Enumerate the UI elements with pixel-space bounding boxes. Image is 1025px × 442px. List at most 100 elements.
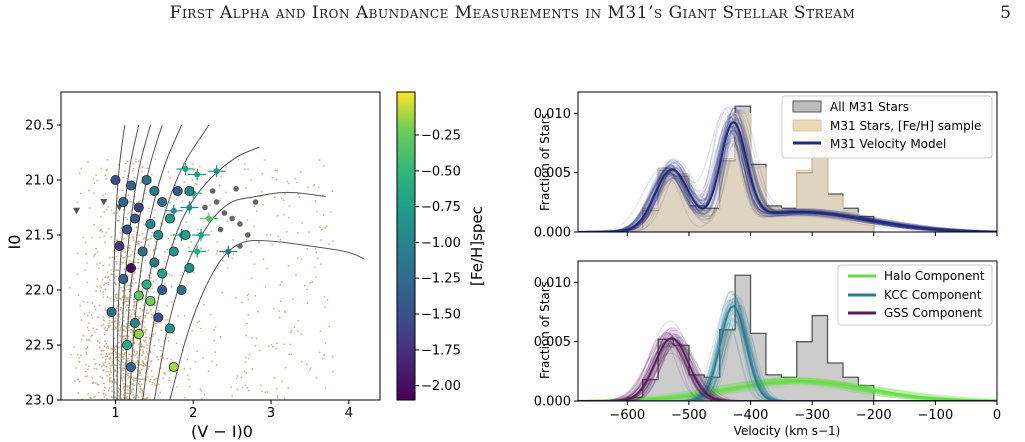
background-star (123, 353, 125, 356)
background-star (100, 216, 102, 218)
model-median (578, 120, 997, 232)
running-head: First Alpha and Iron Abundance Measureme… (0, 3, 1025, 29)
background-star (247, 313, 250, 316)
background-star (155, 240, 157, 243)
background-star (156, 356, 159, 358)
background-star (127, 194, 130, 197)
feh-point (133, 328, 144, 339)
background-star (251, 368, 254, 370)
background-star (315, 251, 318, 254)
feh-point (145, 295, 156, 306)
background-star (78, 380, 81, 383)
background-star (143, 224, 146, 226)
background-star (164, 206, 167, 209)
background-star (330, 211, 332, 213)
background-star (297, 319, 300, 322)
background-star (132, 384, 135, 387)
background-star (133, 305, 136, 308)
background-star (114, 296, 117, 298)
background-star (118, 341, 120, 344)
background-star (121, 356, 124, 358)
background-star (97, 391, 100, 394)
background-star (316, 210, 318, 213)
background-star (123, 364, 125, 366)
background-star (126, 392, 129, 395)
background-star (154, 384, 157, 387)
halo-draw (578, 377, 997, 401)
background-star (103, 284, 105, 286)
cmd-ylabel: I0 (5, 235, 24, 250)
background-star (125, 296, 128, 299)
background-star (104, 288, 107, 291)
background-star (142, 340, 145, 342)
background-star (95, 290, 98, 292)
background-star (287, 387, 290, 389)
background-star (110, 386, 113, 388)
background-star (142, 349, 144, 351)
background-star (275, 387, 278, 390)
background-star (153, 383, 156, 385)
background-star (158, 383, 160, 386)
gss-draw (578, 343, 997, 401)
background-star (99, 290, 102, 292)
errbar-point (186, 204, 193, 211)
gss-draw (578, 327, 997, 401)
background-star (324, 306, 326, 308)
background-star (216, 241, 219, 244)
halo-draw (578, 381, 997, 401)
background-star (106, 374, 108, 377)
background-star (138, 234, 141, 237)
background-star (214, 326, 217, 328)
background-star (111, 347, 113, 349)
background-star (115, 250, 117, 253)
feh-point (106, 306, 117, 317)
cmd-panel: 1 2 3 4 20.5 21.0 21.5 22.0 22.5 23.0 (V − I)0 I0… (5, 91, 486, 441)
background-star (135, 281, 138, 284)
background-star (132, 378, 134, 381)
background-star (133, 376, 136, 379)
isochrone (119, 124, 151, 400)
background-star (136, 241, 139, 244)
background-star (283, 343, 286, 346)
background-star (146, 344, 149, 346)
background-star (313, 266, 316, 269)
background-star (305, 288, 308, 291)
gray-point (209, 188, 216, 194)
colorbar-tick-label: −0.50 (421, 164, 461, 179)
background-star (109, 352, 112, 355)
errbar-points (164, 163, 238, 258)
background-star (147, 375, 149, 378)
background-star (223, 252, 225, 255)
background-star (259, 384, 262, 386)
background-star (87, 338, 90, 341)
background-star (130, 294, 133, 297)
background-star (275, 178, 278, 181)
background-star (142, 232, 144, 235)
background-star (296, 232, 299, 234)
background-star (166, 357, 169, 360)
background-star (107, 370, 110, 373)
background-star (139, 378, 142, 381)
background-star (247, 298, 250, 301)
background-star (286, 180, 289, 183)
background-star (100, 365, 103, 368)
background-star (143, 326, 146, 329)
background-star (144, 316, 147, 319)
background-star (77, 392, 80, 394)
background-star (99, 262, 101, 265)
background-star (274, 169, 277, 172)
background-star (76, 353, 79, 356)
background-star (117, 390, 119, 393)
legend-swatch-feh (792, 119, 822, 132)
background-star (149, 351, 152, 354)
background-star (314, 248, 317, 250)
background-star (258, 241, 261, 244)
background-star (121, 262, 124, 265)
background-star (137, 160, 140, 163)
background-star (77, 378, 80, 381)
background-star (220, 176, 222, 178)
background-star (114, 328, 116, 331)
cmd-xtick-label: 4 (345, 406, 353, 421)
background-star (290, 329, 293, 332)
